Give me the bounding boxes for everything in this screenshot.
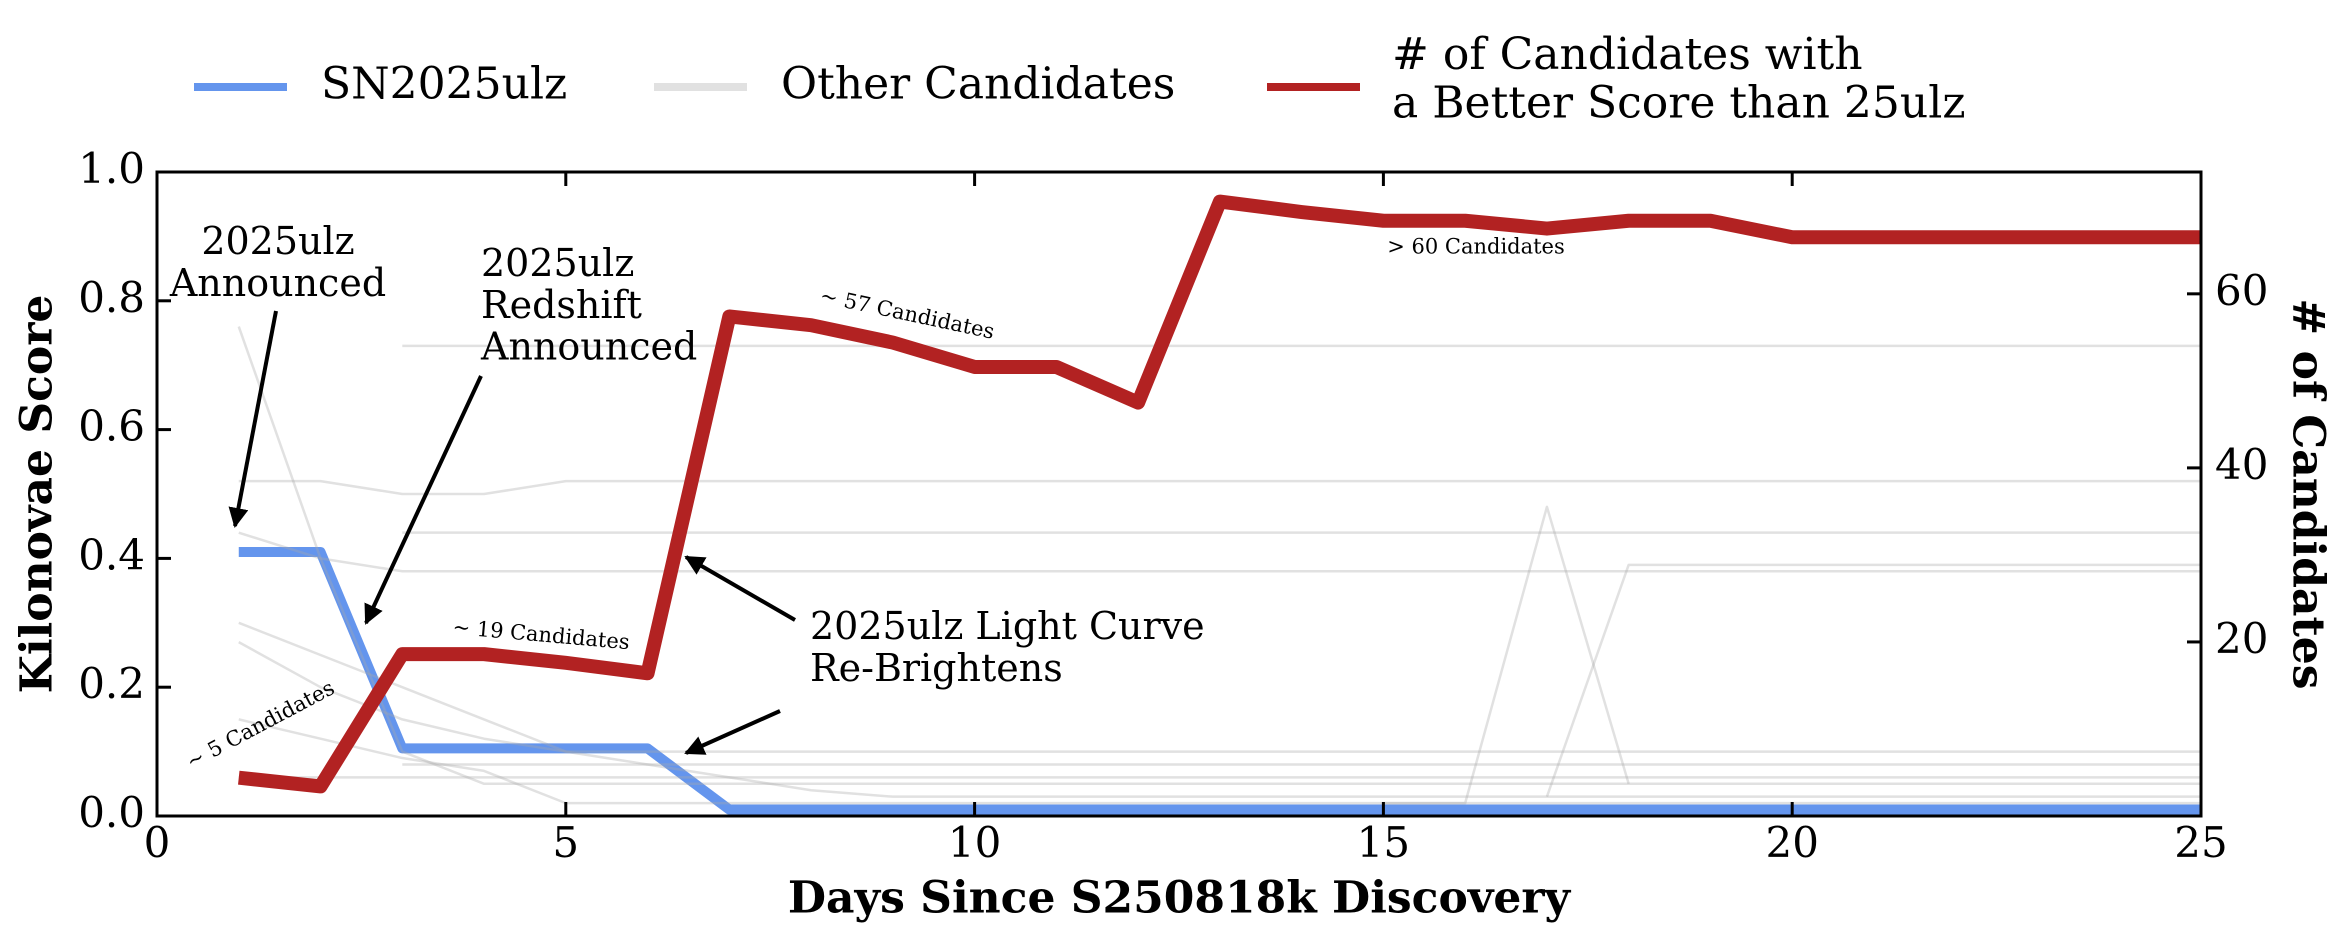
x-tick-label: 5: [552, 818, 579, 867]
y2-tick-label: 20: [2215, 614, 2268, 663]
y2-axis-label: # of Candidates: [2283, 298, 2334, 689]
legend-label: Other Candidates: [781, 59, 1175, 110]
other-candidate-line: [238, 621, 2201, 798]
annotation-arrow: [684, 709, 781, 755]
other-candidate-line: [1545, 563, 2201, 798]
x-axis-label: Days Since S250818k Discovery: [788, 873, 1572, 924]
y-tick-label: 1.0: [78, 144, 145, 193]
x-tick-label: 20: [1765, 818, 1818, 867]
annotation-arrow: [684, 555, 797, 622]
y2-tick-label: 60: [2215, 266, 2268, 315]
annotation: > 60 Candidates: [1387, 235, 1565, 259]
y-tick-label: 0.0: [78, 788, 145, 837]
series-line: [238, 546, 2201, 815]
annotation: ~ 5 Candidates: [182, 676, 338, 774]
annotation-arrow: [364, 375, 483, 625]
legend-label: # of Candidates with a Better Score than …: [1392, 29, 1966, 128]
other-candidate-line: [1383, 505, 1630, 805]
other-candidate-line: [238, 531, 2201, 573]
y-tick-label: 0.8: [78, 273, 145, 322]
x-tick-label: 10: [948, 818, 1001, 867]
x-tick-label: 15: [1357, 818, 1410, 867]
other-candidate-line: [238, 641, 2201, 753]
annotation-arrow: [228, 310, 278, 528]
other-candidate-line: [238, 718, 2201, 805]
annotation: 2025ulz Light Curve Re-Brightens: [810, 604, 1205, 690]
y2-tick-label: 40: [2215, 440, 2268, 489]
annotation: 2025ulz Announced: [169, 219, 386, 305]
series-line: [238, 194, 2201, 794]
x-tick-label: 25: [2174, 818, 2227, 867]
y-tick-label: 0.2: [78, 659, 145, 708]
y-tick-label: 0.6: [78, 402, 145, 451]
other-candidate-line: [238, 479, 2201, 496]
x-tick-label: 0: [144, 818, 171, 867]
axes-frame: [155, 170, 2203, 818]
other-candidate-line: [237, 326, 2201, 786]
y-tick-label: 0.4: [78, 530, 145, 579]
y-axis-label: Kilonovae Score: [12, 295, 63, 694]
annotation: 2025ulz Redshift Announced: [480, 241, 697, 369]
legend-label: SN2025ulz: [321, 59, 567, 110]
